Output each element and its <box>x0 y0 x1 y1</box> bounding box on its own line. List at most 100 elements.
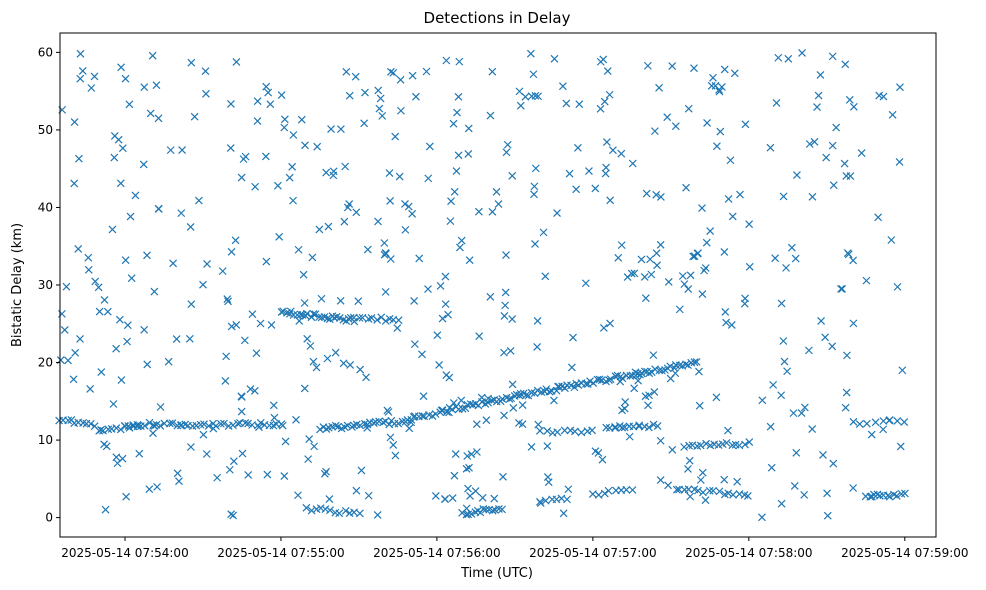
detection-point <box>379 418 388 427</box>
detection-point <box>117 63 126 72</box>
detection-point <box>389 68 398 77</box>
detection-point <box>502 251 510 259</box>
detection-point <box>153 482 162 491</box>
detection-point <box>221 377 230 385</box>
detection-point <box>341 506 350 515</box>
detection-point <box>686 492 695 501</box>
detection-point <box>278 421 287 430</box>
detection-point <box>424 285 432 294</box>
detection-point <box>555 382 563 391</box>
y-tick-label: 40 <box>38 200 53 214</box>
detection-point <box>289 131 298 139</box>
detection-point <box>885 416 894 424</box>
detection-point <box>140 325 149 334</box>
detection-point <box>653 422 662 430</box>
detection-point <box>60 325 69 334</box>
detection-point <box>216 419 225 428</box>
detection-point <box>529 70 538 79</box>
detection-point <box>97 368 106 377</box>
x-axis-ticks: 2025-05-14 07:54:00 2025-05-14 07:55:00 20… <box>61 537 969 560</box>
detection-point <box>649 351 658 360</box>
detection-point <box>229 421 237 430</box>
chart-title: Detections in Delay <box>424 9 571 27</box>
detection-point <box>573 143 582 152</box>
detection-point <box>148 51 157 60</box>
detection-point <box>494 505 503 513</box>
detection-point <box>684 361 692 370</box>
detection-point <box>316 425 324 434</box>
detection-point <box>76 49 85 58</box>
detection-point <box>177 209 186 218</box>
detection-point <box>437 406 446 415</box>
detection-point <box>675 485 683 494</box>
detection-point <box>604 486 613 495</box>
detection-point <box>800 490 809 499</box>
detection-point <box>101 505 110 514</box>
detection-point <box>133 422 142 431</box>
detection-point <box>316 504 325 513</box>
detection-point <box>509 403 518 412</box>
detection-point <box>709 486 718 495</box>
detection-point <box>126 212 135 221</box>
detection-point <box>360 419 369 428</box>
detection-point <box>728 212 737 221</box>
detection-point <box>173 469 182 478</box>
detection-point <box>285 173 294 182</box>
detection-point <box>246 385 255 393</box>
detection-point <box>224 297 232 306</box>
detection-point <box>362 373 370 382</box>
detection-point <box>295 317 304 325</box>
detection-point <box>828 141 837 150</box>
detection-point <box>323 314 332 323</box>
detection-point <box>472 420 481 429</box>
detection-point <box>464 510 473 519</box>
detection-point <box>381 317 390 325</box>
detection-point <box>442 371 451 379</box>
detection-point <box>64 416 73 425</box>
detection-point <box>680 280 689 289</box>
detection-point <box>436 282 445 290</box>
detection-point <box>614 253 623 262</box>
detection-point <box>486 111 495 120</box>
detection-point <box>789 409 798 418</box>
detection-point <box>779 192 788 201</box>
detection-point <box>213 473 222 482</box>
detection-point <box>598 455 607 464</box>
detection-point <box>518 401 527 409</box>
detection-point <box>199 280 207 289</box>
detection-point <box>814 91 823 100</box>
detection-point <box>118 144 127 153</box>
detection-point <box>374 217 382 226</box>
detection-point <box>771 254 780 263</box>
detection-point <box>543 427 552 435</box>
detection-point <box>600 97 609 106</box>
detection-point <box>690 64 698 73</box>
detection-point <box>435 361 444 369</box>
detection-point <box>218 267 227 276</box>
detection-point <box>572 185 581 194</box>
detection-point <box>267 321 276 329</box>
detection-point <box>777 499 786 508</box>
detection-point <box>234 419 242 428</box>
detection-point <box>841 403 850 412</box>
detection-point <box>453 108 461 117</box>
detection-point <box>599 324 608 332</box>
detection-point <box>671 369 680 378</box>
detection-point <box>671 122 680 131</box>
x-tick-label: 2025-05-14 07:56:00 <box>373 546 500 560</box>
detection-point <box>766 143 775 152</box>
detection-point <box>672 485 681 494</box>
detection-point <box>237 173 246 182</box>
detection-point <box>724 194 733 203</box>
detection-point <box>698 290 707 298</box>
detection-point <box>116 425 125 434</box>
detection-point <box>109 400 118 408</box>
detection-point <box>838 284 847 293</box>
detection-point <box>896 442 905 451</box>
detection-point <box>91 277 100 286</box>
detection-point <box>190 112 199 121</box>
detection-point <box>720 475 729 484</box>
y-tick-label: 60 <box>38 45 53 59</box>
detection-point <box>381 287 390 296</box>
detection-point <box>78 67 87 75</box>
